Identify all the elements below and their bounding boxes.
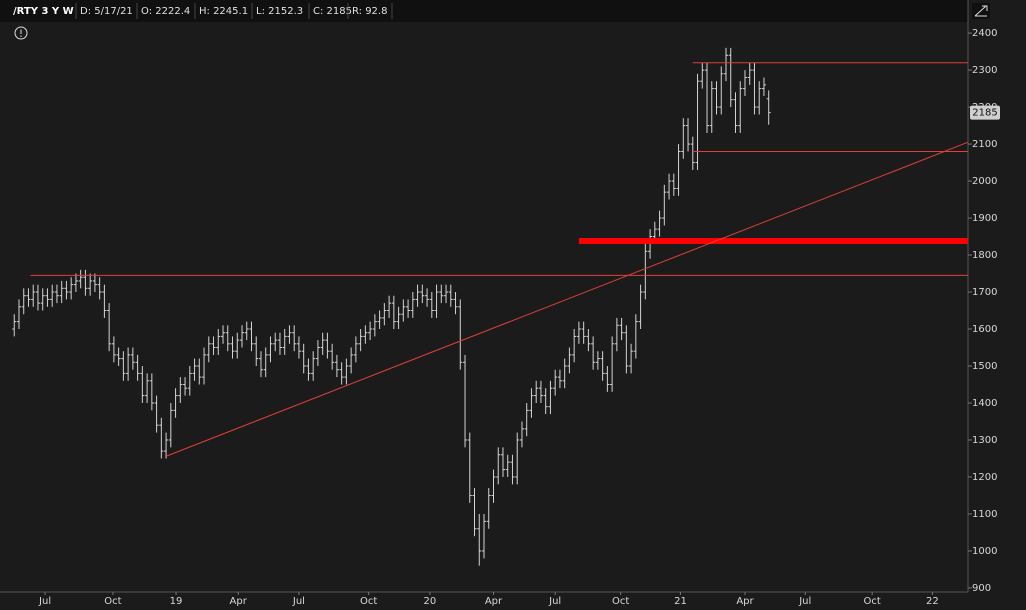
- open: O: 2222.4: [141, 6, 190, 17]
- price-tag-bg: [970, 105, 1000, 120]
- y-tick-label: 1400: [972, 398, 997, 409]
- x-tick-label: Oct: [612, 596, 629, 607]
- y-tick-label: 1300: [972, 435, 997, 446]
- x-tick-label: Jul: [38, 596, 51, 607]
- y-tick-label: 1200: [972, 472, 997, 483]
- x-tick-label: Apr: [230, 596, 248, 607]
- symbol: /RTY 3 Y W: [13, 6, 74, 17]
- x-tick-label: Oct: [360, 596, 377, 607]
- x-tick-label: Oct: [104, 596, 121, 607]
- icon-glyph[interactable]: [974, 5, 988, 17]
- alert-icon[interactable]: [14, 26, 28, 40]
- x-tick-label: 22: [926, 596, 939, 607]
- y-tick-label: 1000: [972, 546, 997, 557]
- x-tick-label: Apr: [736, 596, 754, 607]
- high: H: 2245.1: [199, 6, 248, 17]
- y-tick-label: 2000: [972, 176, 997, 187]
- y-tick-label: 1700: [972, 287, 997, 298]
- x-tick-label: 21: [674, 596, 687, 607]
- x-tick-label: Oct: [864, 596, 881, 607]
- low: L: 2152.3: [256, 6, 303, 17]
- x-tick-label: 20: [424, 596, 437, 607]
- y-tick-label: 2100: [972, 139, 997, 150]
- y-tick-label: 1100: [972, 509, 997, 520]
- y-tick-label: 1800: [972, 250, 997, 261]
- y-tick-label: 1900: [972, 213, 997, 224]
- y-tick-label: 1600: [972, 324, 997, 335]
- y-tick-label: 900: [972, 583, 991, 594]
- price-tag: 2185: [972, 108, 997, 119]
- y-tick-label: 2400: [972, 28, 997, 39]
- icon-circle[interactable]: [14, 26, 28, 40]
- header-bar: [0, 0, 968, 22]
- y-tick-label: 1500: [972, 361, 997, 372]
- x-tick-label: Jul: [548, 596, 561, 607]
- x-tick-label: Jul: [798, 596, 811, 607]
- x-tick-label: 19: [170, 596, 183, 607]
- x-tick-label: Jul: [292, 596, 305, 607]
- drawing-tool-icon[interactable]: [972, 3, 990, 19]
- close: C: 2185: [313, 6, 352, 17]
- y-tick-label: 2300: [972, 65, 997, 76]
- date: D: 5/17/21: [80, 6, 133, 17]
- drawing-line: [164, 141, 969, 458]
- range: R: 92.8: [352, 6, 387, 17]
- x-tick-label: Apr: [485, 596, 503, 607]
